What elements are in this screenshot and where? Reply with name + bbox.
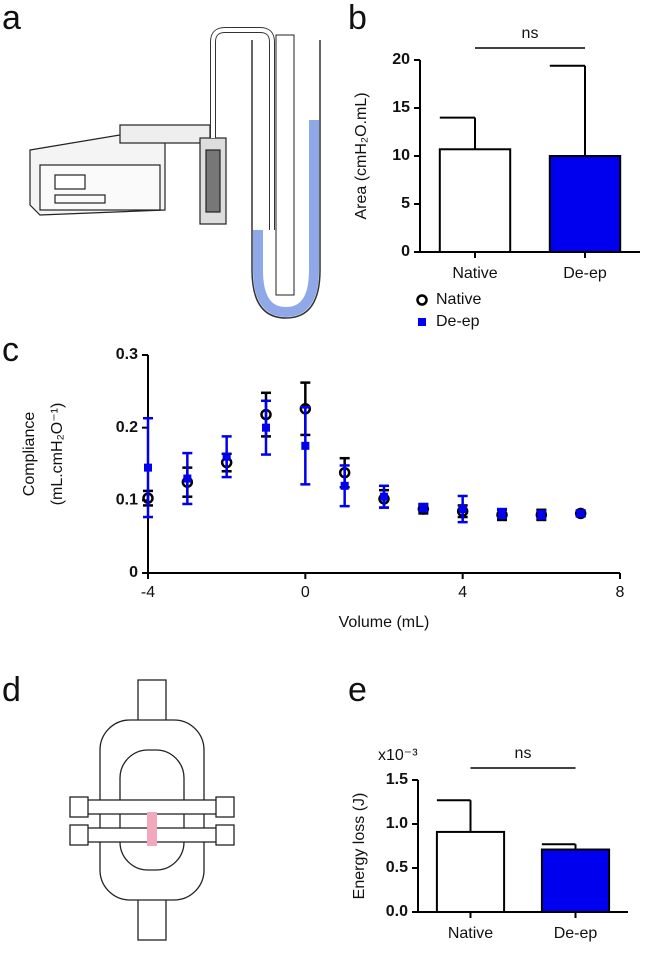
- x-tick-label: De-ep: [554, 925, 598, 942]
- point: [340, 481, 349, 490]
- bar: [548, 155, 622, 253]
- point: [458, 505, 467, 514]
- panel-label: a: [2, 0, 21, 37]
- annotation: ns: [515, 745, 532, 762]
- y-tick-label: 0: [401, 243, 410, 260]
- manometer: [251, 34, 321, 319]
- x-tick-label: 0: [301, 584, 310, 601]
- x-tick-label: Native: [448, 925, 493, 942]
- panel-label: b: [348, 0, 367, 37]
- bar: [435, 830, 506, 913]
- point: [576, 509, 585, 518]
- y-tick-label: 0.5: [386, 859, 408, 876]
- pump-illustration: [29, 27, 275, 230]
- y-tick-label: 15: [392, 99, 410, 116]
- point: [574, 507, 587, 520]
- y-tick-label: 10: [392, 147, 410, 164]
- clamp-illustration: [69, 679, 235, 941]
- point: [380, 492, 388, 501]
- x-tick-label: Native: [452, 265, 497, 282]
- annotation: ns: [522, 25, 539, 42]
- point: [222, 452, 231, 461]
- x-tick-label: De-ep: [563, 265, 607, 282]
- panel-label: d: [2, 671, 21, 709]
- x-axis-label: Volume (mL): [339, 614, 430, 631]
- point: [144, 463, 152, 472]
- axis-multiplier: x10⁻³: [378, 747, 418, 764]
- y-tick-label: 1.5: [386, 771, 408, 788]
- point: [419, 503, 428, 512]
- x-tick-label: 8: [616, 584, 625, 601]
- y-tick-label: 0.1: [116, 492, 138, 509]
- x-tick-label: 4: [458, 584, 467, 601]
- y-axis-label: (mL.cmH₂O⁻¹): [49, 403, 66, 506]
- y-axis-label: Compliance: [21, 412, 38, 497]
- point: [262, 423, 270, 432]
- y-axis-label: Area (cmH₂O.mL): [353, 92, 370, 219]
- y-tick-label: 0.2: [116, 419, 138, 436]
- y-tick-label: 0.3: [116, 346, 138, 363]
- y-tick-label: 5: [401, 195, 410, 212]
- panel-label: e: [348, 671, 367, 709]
- point: [537, 510, 546, 519]
- legend-label: De-ep: [436, 313, 480, 330]
- x-tick-label: -4: [141, 584, 155, 601]
- panel-label: c: [2, 331, 19, 369]
- point: [183, 474, 192, 483]
- bar: [438, 148, 512, 253]
- y-tick-label: 0: [129, 564, 138, 581]
- legend-label: Native: [436, 291, 481, 308]
- point: [498, 509, 506, 518]
- point: [301, 441, 310, 450]
- y-tick-label: 1.0: [386, 815, 408, 832]
- legend-marker: [416, 294, 428, 306]
- y-tick-label: 0.0: [386, 903, 408, 920]
- y-tick-label: 20: [392, 51, 410, 68]
- legend-marker: [418, 318, 426, 326]
- bar: [540, 848, 611, 914]
- y-axis-label: Energy loss (J): [351, 793, 368, 900]
